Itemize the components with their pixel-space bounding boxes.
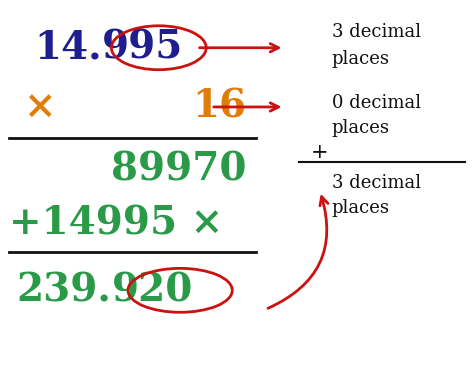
Text: 0 decimal: 0 decimal bbox=[332, 94, 421, 112]
Text: 14.: 14. bbox=[34, 29, 102, 67]
Text: +14995 ×: +14995 × bbox=[9, 204, 224, 243]
Text: places: places bbox=[332, 199, 390, 217]
Text: 995: 995 bbox=[102, 29, 183, 67]
Text: 3 decimal: 3 decimal bbox=[332, 23, 421, 42]
Text: 3 decimal: 3 decimal bbox=[332, 174, 421, 193]
Text: 16: 16 bbox=[192, 88, 246, 126]
Text: ×: × bbox=[24, 88, 56, 126]
Text: places: places bbox=[332, 50, 390, 68]
Text: 920: 920 bbox=[111, 271, 193, 309]
Text: 239.: 239. bbox=[17, 271, 111, 309]
Text: 89970: 89970 bbox=[111, 151, 246, 189]
Text: +: + bbox=[310, 143, 328, 162]
Text: places: places bbox=[332, 119, 390, 137]
FancyArrowPatch shape bbox=[268, 197, 328, 308]
